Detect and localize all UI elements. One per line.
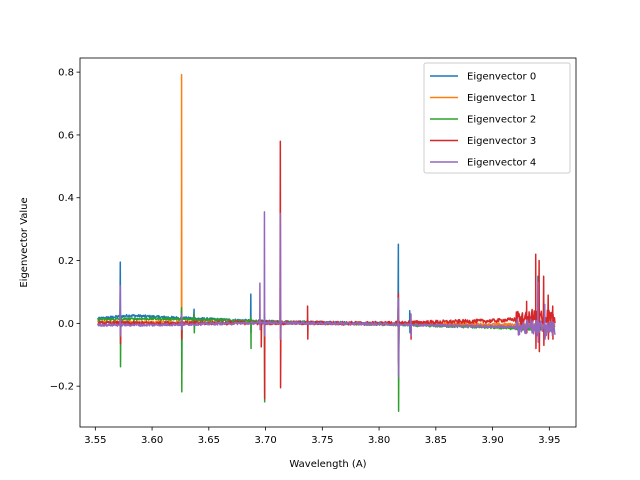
legend-box (423, 62, 571, 174)
y-tick-label: −0.2 (50, 382, 74, 393)
x-tick-label: 3.70 (254, 435, 276, 446)
legend-entry: Eigenvector 0 (467, 72, 536, 83)
series-line (97, 211, 556, 378)
y-tick-label: 0.0 (58, 319, 74, 330)
y-axis: −0.2 0.0 0.2 0.4 0.6 0.8 (50, 68, 80, 393)
axes-frame (79, 57, 577, 428)
x-tick-label: 3.90 (481, 435, 503, 446)
legend-entry: Eigenvector 4 (467, 158, 536, 169)
y-tick-label: 0.4 (58, 193, 74, 204)
series-layer (96, 73, 556, 413)
x-tick-label: 3.95 (538, 435, 560, 446)
legend-entry: Eigenvector 2 (467, 115, 536, 126)
legend-entry: Eigenvector 3 (467, 136, 536, 147)
x-axis: 3.55 3.60 3.65 3.70 3.75 3.80 3.85 3.90 3.95 (84, 427, 560, 446)
y-tick-label: 0.2 (58, 256, 74, 267)
x-tick-label: 3.65 (198, 435, 220, 446)
x-axis-label: Wavelength (A) (289, 459, 366, 470)
y-tick-label: 0.8 (58, 68, 74, 79)
x-tick-label: 3.60 (141, 435, 163, 446)
legend: Eigenvector 0 Eigenvector 1 Eigenvector 2 E… (423, 62, 571, 174)
legend-entry: Eigenvector 1 (467, 93, 536, 104)
x-tick-label: 3.85 (425, 435, 447, 446)
y-axis-label: Eigenvector Value (19, 197, 30, 287)
x-tick-label: 3.75 (311, 435, 333, 446)
x-tick-label: 3.55 (84, 435, 106, 446)
y-tick-label: 0.6 (58, 130, 74, 141)
x-tick-label: 3.80 (368, 435, 390, 446)
series-path (97, 211, 556, 378)
